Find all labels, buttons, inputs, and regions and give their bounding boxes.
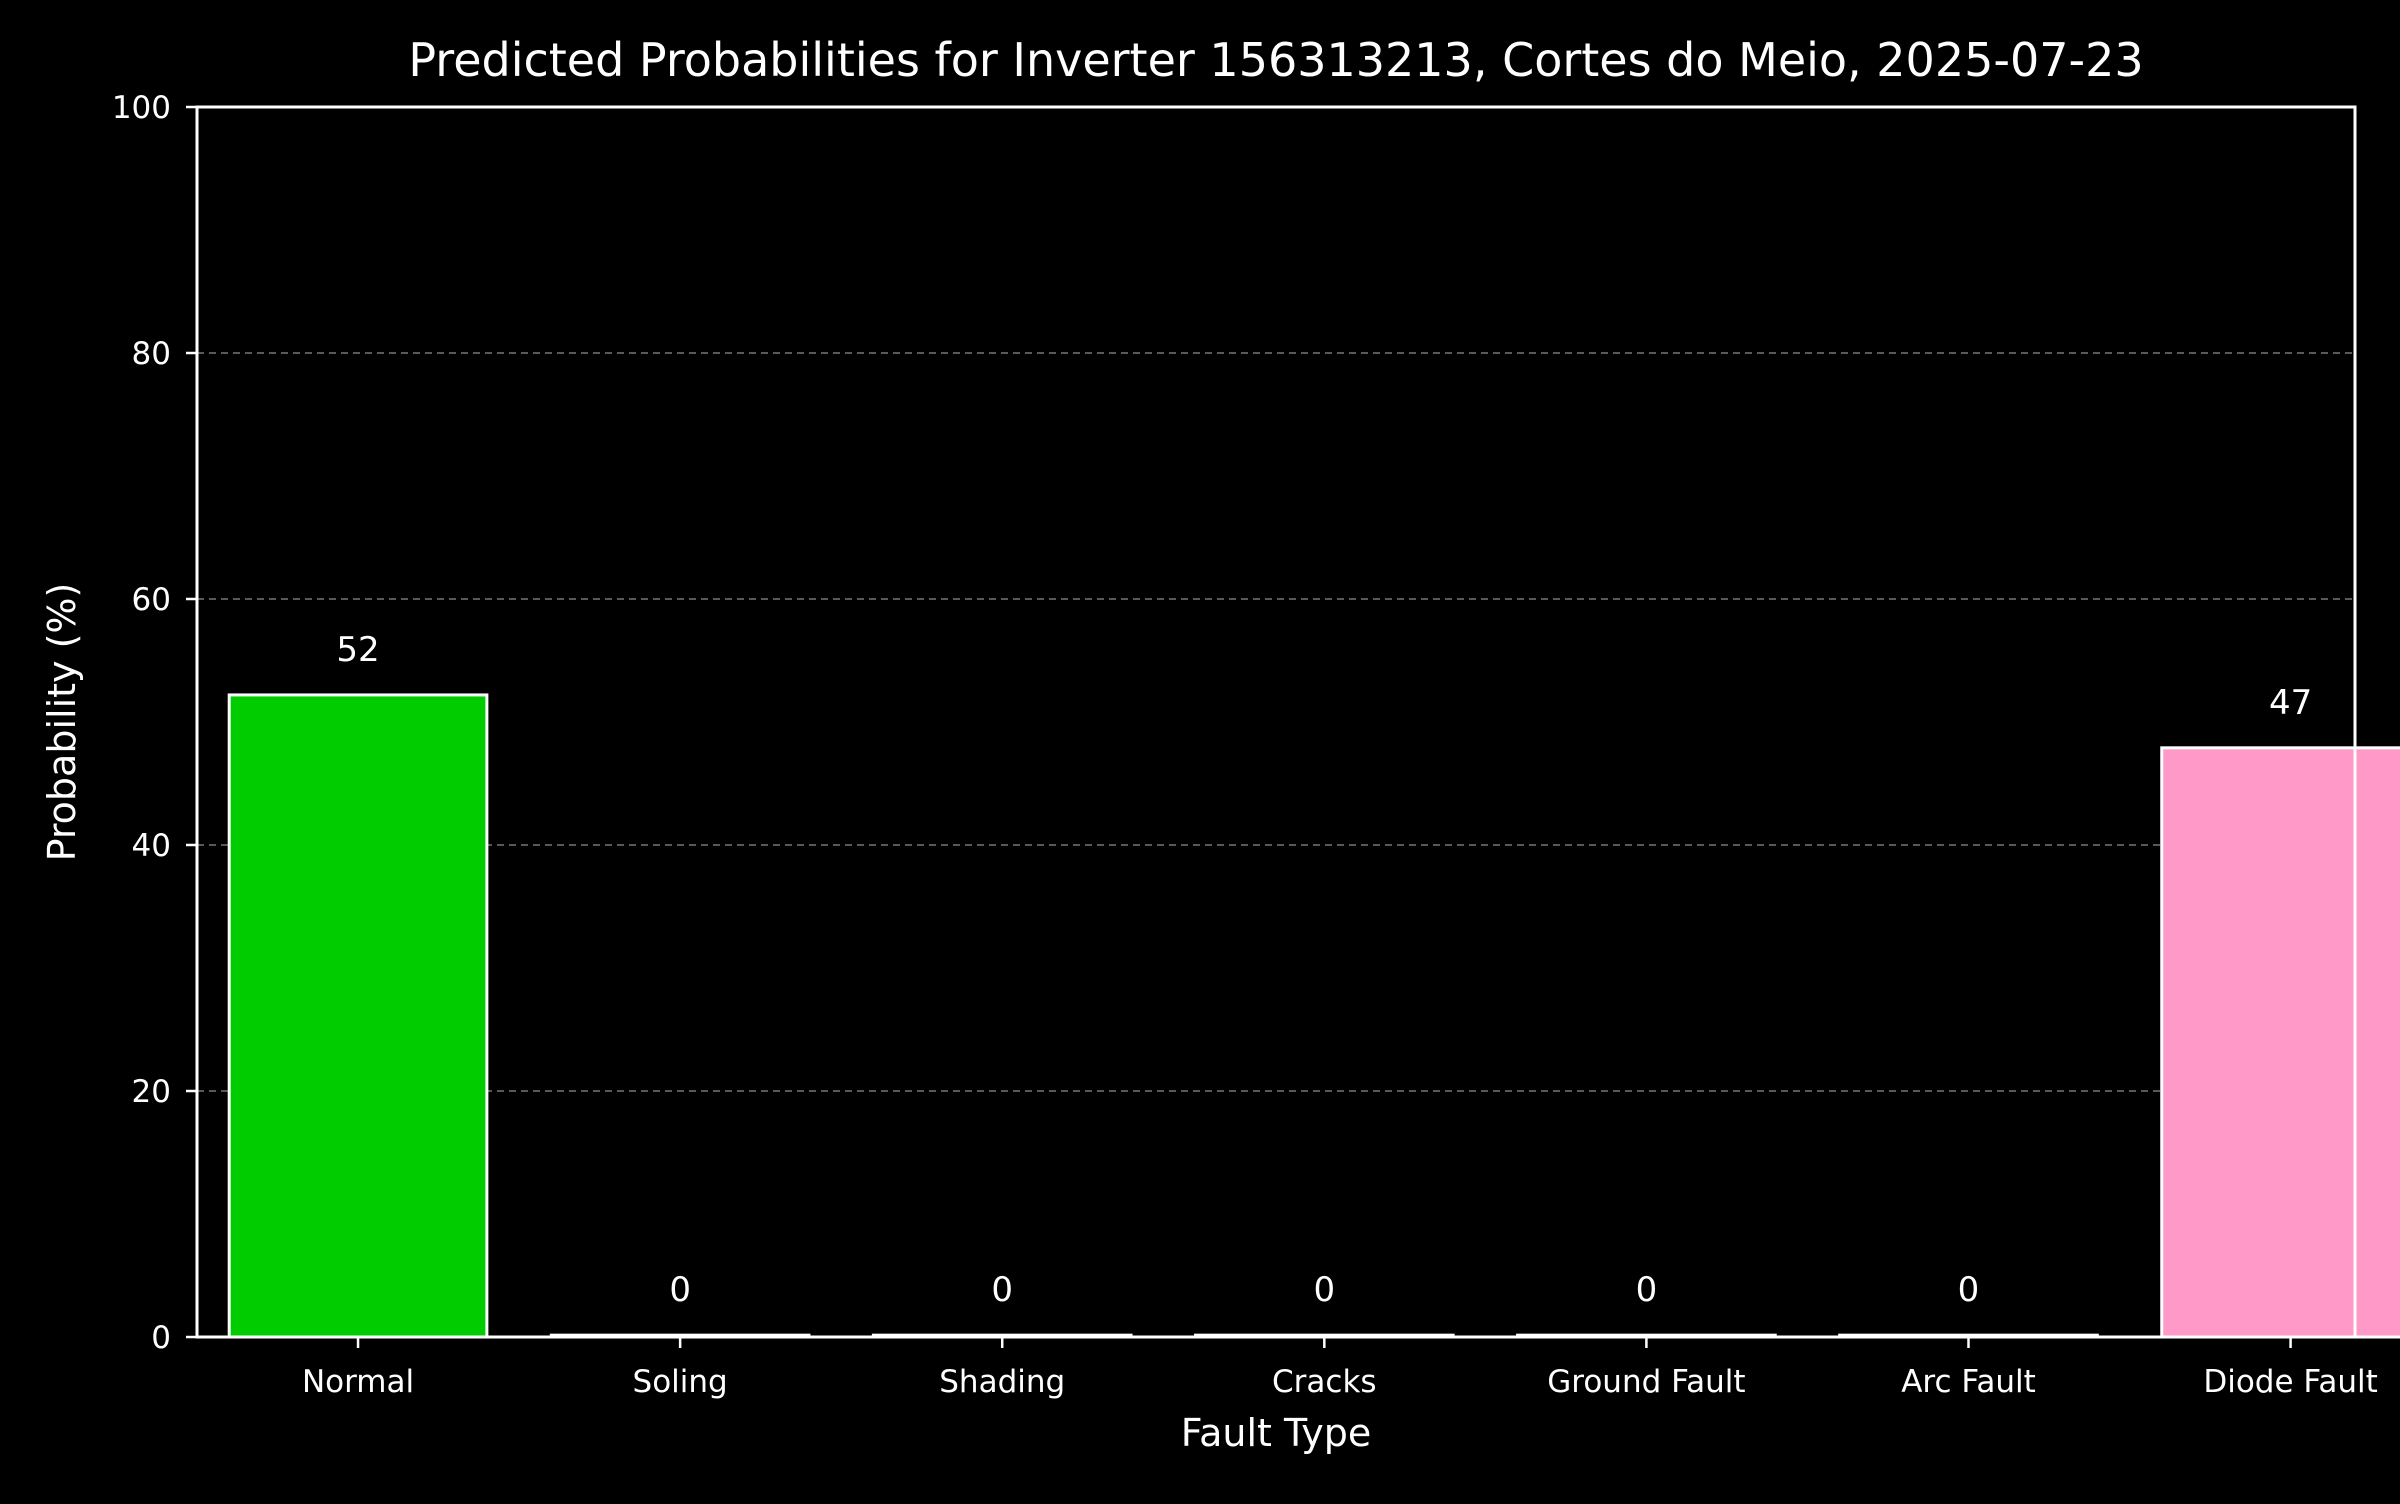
x-tick-label: Shading [939, 1364, 1065, 1400]
x-tick-label: Normal [302, 1364, 414, 1400]
x-tick-label: Cracks [1272, 1364, 1377, 1400]
y-tick-label: 40 [132, 828, 171, 864]
x-tick-label: Ground Fault [1547, 1364, 1745, 1400]
x-tick-label: Soling [633, 1364, 728, 1400]
y-axis-label: Probability (%) [40, 583, 84, 862]
bar-normal [227, 693, 489, 1339]
data-labels: 52 0 0 0 0 0 47 [336, 630, 2312, 1310]
y-tick-label: 60 [132, 582, 171, 618]
x-tick-label: Diode Fault [2203, 1364, 2377, 1400]
data-label: 0 [1313, 1270, 1335, 1310]
data-label: 0 [1636, 1270, 1658, 1310]
data-label: 52 [336, 630, 379, 670]
y-tick-label: 20 [132, 1074, 171, 1110]
y-axis: 0 20 40 60 80 100 [112, 90, 197, 1356]
chart-title: Predicted Probabilities for Inverter 156… [408, 33, 2143, 87]
data-label: 0 [991, 1270, 1013, 1310]
x-tick-label: Arc Fault [1901, 1364, 2036, 1400]
y-tick-label: 100 [112, 90, 171, 126]
plot-frame [195, 105, 2357, 1339]
y-tick-label: 80 [132, 336, 171, 372]
data-label: 0 [669, 1270, 691, 1310]
bar-diode-fault [2160, 746, 2400, 1339]
data-label: 0 [1958, 1270, 1980, 1310]
x-axis-label: Fault Type [1181, 1411, 1372, 1455]
x-axis: Normal Soling Shading Cracks Ground Fault Arc… [302, 1337, 2378, 1400]
y-tick-label: 0 [151, 1320, 171, 1356]
data-label: 47 [2269, 683, 2312, 723]
